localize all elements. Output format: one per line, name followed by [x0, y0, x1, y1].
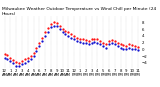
- Text: Milwaukee Weather Outdoor Temperature vs Wind Chill per Minute (24 Hours): Milwaukee Weather Outdoor Temperature vs…: [2, 7, 156, 16]
